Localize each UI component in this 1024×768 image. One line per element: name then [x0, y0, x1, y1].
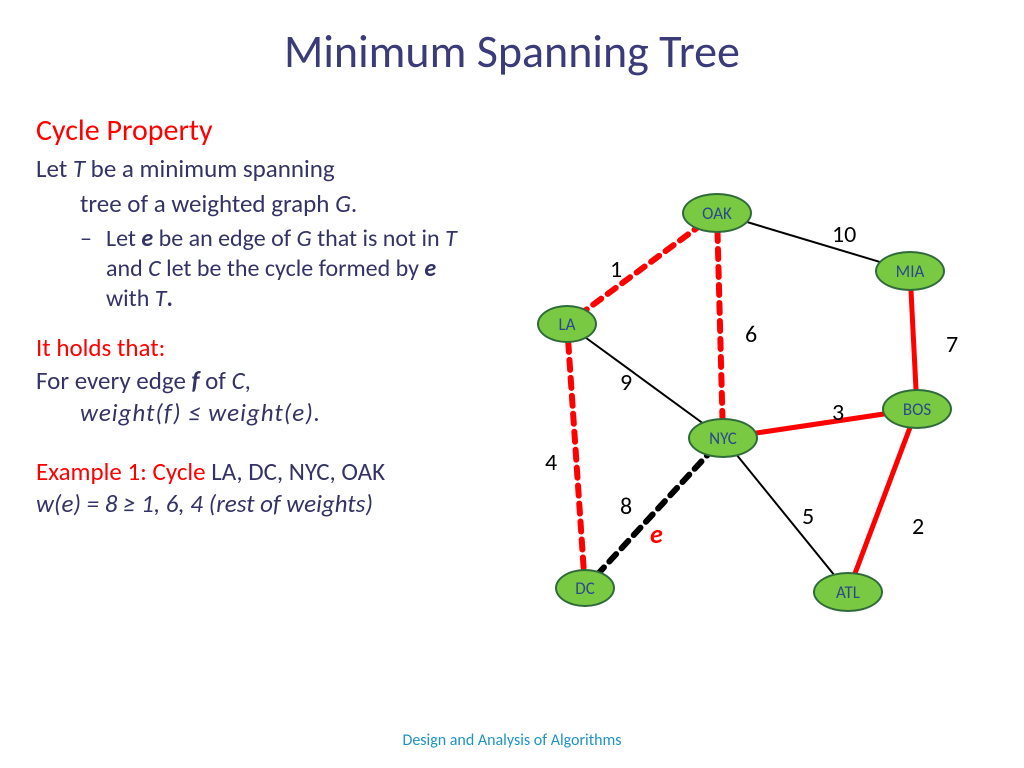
- text-column: Cycle Property Let T be a minimum spanni…: [36, 112, 476, 521]
- graph-diagram: 1 10 6 9 4 7 3 5 2 8e OAK LA MIA NYC BOS ATL DC: [470, 160, 1010, 660]
- subtitle: Cycle Property: [36, 112, 476, 149]
- txt: be an edge of: [153, 224, 296, 253]
- edge-e-marker: e: [650, 518, 663, 550]
- txt: be a minimum spanning: [85, 153, 335, 184]
- sym-C: C: [232, 365, 245, 396]
- graph-edge: [723, 438, 848, 592]
- example-label: Example 1: Cycle: [36, 456, 211, 487]
- holds-heading: It holds that:: [36, 332, 476, 363]
- graph-edge: [585, 438, 723, 588]
- graph-node-oak: OAK: [682, 193, 752, 233]
- weight-ineq: weight(f) ≤ weight(e).: [36, 397, 321, 430]
- txt: and: [106, 254, 148, 283]
- sym-e: e: [424, 254, 436, 283]
- txt: that is not in: [312, 224, 445, 253]
- graph-edge: [848, 409, 917, 592]
- graph-node-la: LA: [537, 305, 597, 343]
- graph-node-atl: ATL: [813, 572, 883, 612]
- definition-line-2: tree of a weighted graph G.: [36, 188, 476, 219]
- sym-e: e: [141, 224, 153, 253]
- graph-node-dc: DC: [555, 569, 615, 607]
- sub-item-1: Let e be an edge of G that is not in T a…: [36, 224, 476, 314]
- graph-node-bos: BOS: [882, 389, 952, 429]
- graph-edge: [567, 213, 717, 324]
- footer-text: Design and Analysis of Algorithms: [0, 731, 1024, 750]
- for-every-line: For every edge f of C,: [36, 365, 476, 398]
- edge-weight-label: 2: [912, 512, 924, 541]
- example-eq: w(e) = 8 ≥ 1, 6, 4: [36, 488, 209, 519]
- txt: Let: [106, 224, 141, 253]
- txt: For every edge: [36, 365, 192, 396]
- definition-line-1: Let T be a minimum spanning: [36, 153, 476, 184]
- edge-weight-label: 1: [610, 255, 622, 284]
- sym-G: G: [335, 188, 351, 219]
- example-cycle: LA, DC, NYC, OAK: [211, 456, 385, 487]
- example-rest: (rest of weights): [209, 488, 373, 519]
- edge-weight-label: 7: [946, 330, 958, 359]
- txt: tree of a weighted graph: [80, 188, 335, 219]
- edge-weight-label: 9: [620, 368, 632, 397]
- graph-node-mia: MIA: [875, 251, 945, 291]
- sym-T: T: [445, 224, 457, 253]
- graph-edge: [717, 213, 723, 438]
- graph-edge: [567, 324, 723, 438]
- edge-weight-label: 4: [545, 448, 557, 477]
- page-title: Minimum Spanning Tree: [0, 0, 1024, 88]
- graph-node-nyc: NYC: [688, 418, 758, 458]
- edge-weight-label: 3: [832, 398, 844, 427]
- edge-weight-label: 8: [620, 492, 632, 521]
- sym-C: C: [148, 254, 161, 283]
- sym-G: G: [297, 224, 312, 253]
- edge-weight-label: 6: [745, 320, 757, 349]
- edge-weight-label: 5: [802, 502, 814, 531]
- txt: let be the cycle formed by: [161, 254, 425, 283]
- sym-T: T: [155, 284, 167, 313]
- edge-weight-label: 10: [832, 220, 856, 249]
- txt: Let: [36, 153, 73, 184]
- graph-edge: [567, 324, 585, 588]
- txt: of: [199, 365, 231, 396]
- txt: with: [106, 284, 155, 313]
- txt: ,: [245, 365, 251, 396]
- period: .: [166, 284, 172, 313]
- example-block: Example 1: Cycle LA, DC, NYC, OAK w(e) =…: [36, 456, 476, 521]
- sym-T: T: [73, 153, 85, 184]
- inequality-line: weight(f) ≤ weight(e).: [36, 397, 476, 430]
- txt: .: [351, 188, 357, 219]
